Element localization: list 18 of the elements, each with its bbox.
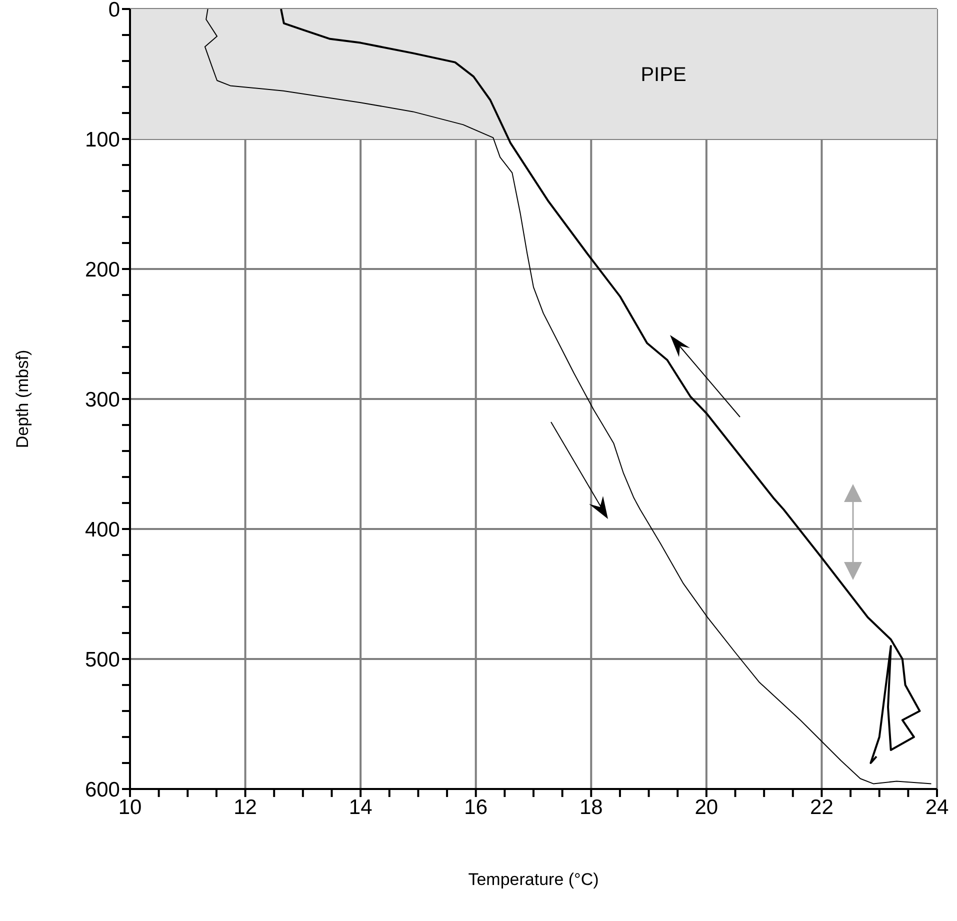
x-tick-label: 12 — [234, 796, 257, 819]
x-tick-label: 18 — [579, 796, 603, 819]
y-tick-label: 400 — [84, 518, 120, 542]
x-tick-label: 16 — [464, 796, 488, 819]
y-tick-label: 100 — [84, 128, 120, 152]
x-tick-label: 24 — [925, 796, 949, 819]
x-tick-label: 20 — [694, 796, 718, 819]
y-tick-label: 0 — [108, 0, 120, 22]
y-tick-label: 200 — [84, 258, 120, 282]
x-tick-label: 10 — [118, 796, 142, 819]
y-tick-label: 600 — [84, 778, 120, 802]
x-tick-label: 22 — [810, 796, 834, 819]
y-tick-label: 300 — [84, 388, 120, 412]
y-axis-title: Depth (mbsf) — [13, 350, 32, 448]
y-tick-label: 500 — [84, 648, 120, 672]
x-axis-title: Temperature (°C) — [468, 870, 599, 889]
x-tick-label: 14 — [348, 796, 373, 819]
band-label: PIPE — [640, 64, 686, 86]
